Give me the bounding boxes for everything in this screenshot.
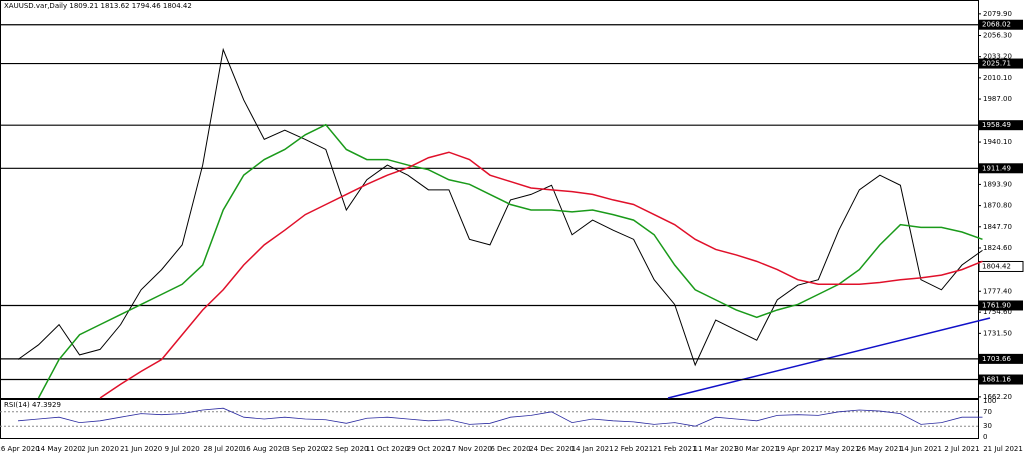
x-tick-label: 2 Jun 2020	[81, 445, 119, 453]
y-tick-label: 1940.10	[983, 138, 1012, 146]
x-tick-label: 2 Feb 2021	[614, 445, 653, 453]
y-tick-label: 1824.60	[983, 244, 1012, 252]
series-line	[17, 47, 983, 367]
level-label: 2025.71	[982, 60, 1011, 68]
x-tick-label: 3 Sep 2020	[285, 445, 325, 453]
x-tick-label: 24 Dec 2020	[529, 445, 574, 453]
x-tick-label: 14 Jun 2021	[900, 445, 942, 453]
level-label: 1703.66	[982, 355, 1011, 363]
level-tag	[979, 300, 1023, 311]
level-label: 1911.49	[982, 164, 1011, 172]
level-label: 1681.16	[982, 376, 1011, 384]
x-tick-label: 21 Jul 2021	[983, 445, 1023, 453]
rsi-title: RSI(14) 47.3929	[4, 401, 61, 409]
y-tick-label: 1777.40	[983, 287, 1012, 295]
trendline	[667, 317, 991, 399]
x-tick-label: 26 Apr 2020	[0, 445, 40, 453]
level-tag	[979, 353, 1023, 364]
price-frame	[0, 0, 979, 399]
y-tick-label: 2056.30	[983, 31, 1012, 39]
level-tag	[979, 120, 1023, 131]
rsi-tick-label: 0	[983, 433, 987, 441]
rsi-tick-label: 100	[983, 397, 996, 405]
x-tick-label: 19 Apr 2021	[776, 445, 819, 453]
level-label: 1958.49	[982, 121, 1011, 129]
level-label: 1761.90	[982, 301, 1011, 309]
x-tick-label: 29 Oct 2020	[407, 445, 450, 453]
x-tick-label: 6 Dec 2020	[490, 445, 530, 453]
y-tick-label: 1731.50	[983, 329, 1012, 337]
y-tick-label: 1847.70	[983, 223, 1012, 231]
x-tick-label: 30 Mar 2021	[735, 445, 779, 453]
rsi-line	[17, 407, 983, 427]
x-tick-label: 11 Oct 2020	[366, 445, 409, 453]
x-tick-label: 22 Sep 2020	[324, 445, 368, 453]
y-tick-label: 1662.20	[983, 393, 1012, 401]
x-tick-label: 2 Jul 2021	[944, 445, 979, 453]
series-line	[37, 123, 983, 399]
x-tick-label: 17 Nov 2020	[447, 445, 492, 453]
x-tick-label: 11 Mar 2021	[694, 445, 738, 453]
y-tick-label: 1893.90	[983, 180, 1012, 188]
y-tick-label: 2079.90	[983, 10, 1012, 18]
y-tick-label: 2033.20	[983, 53, 1012, 61]
rsi-tick-label: 70	[983, 408, 992, 416]
current-label: 1804.42	[982, 262, 1011, 270]
series-line	[99, 151, 983, 399]
rsi-frame	[0, 399, 979, 439]
level-label: 2068.02	[982, 21, 1011, 29]
chart-title: XAUUSD.var,Daily 1809.21 1813.62 1794.46…	[4, 2, 192, 10]
level-tag	[979, 19, 1023, 30]
y-tick-label: 1987.00	[983, 95, 1012, 103]
y-tick-label: 1754.60	[983, 308, 1012, 316]
x-tick-label: 28 Jul 2020	[203, 445, 243, 453]
x-tick-label: 14 May 2020	[36, 445, 82, 453]
x-tick-label: 21 Jun 2020	[120, 445, 162, 453]
rsi-tick-label: 30	[983, 422, 992, 430]
x-tick-label: 26 May 2021	[857, 445, 903, 453]
y-tick-label: 2010.10	[983, 74, 1012, 82]
level-tag	[979, 374, 1023, 385]
x-tick-label: 21 Feb 2021	[653, 445, 697, 453]
level-tag	[979, 58, 1023, 69]
y-tick-label: 1870.80	[983, 202, 1012, 210]
x-tick-label: 16 Aug 2020	[242, 445, 287, 453]
level-tag	[979, 163, 1023, 174]
x-tick-label: 7 May 2021	[818, 445, 859, 453]
x-tick-label: 9 Jul 2020	[165, 445, 200, 453]
x-tick-label: 14 Jan 2021	[572, 445, 614, 453]
current-tag	[978, 260, 1024, 272]
